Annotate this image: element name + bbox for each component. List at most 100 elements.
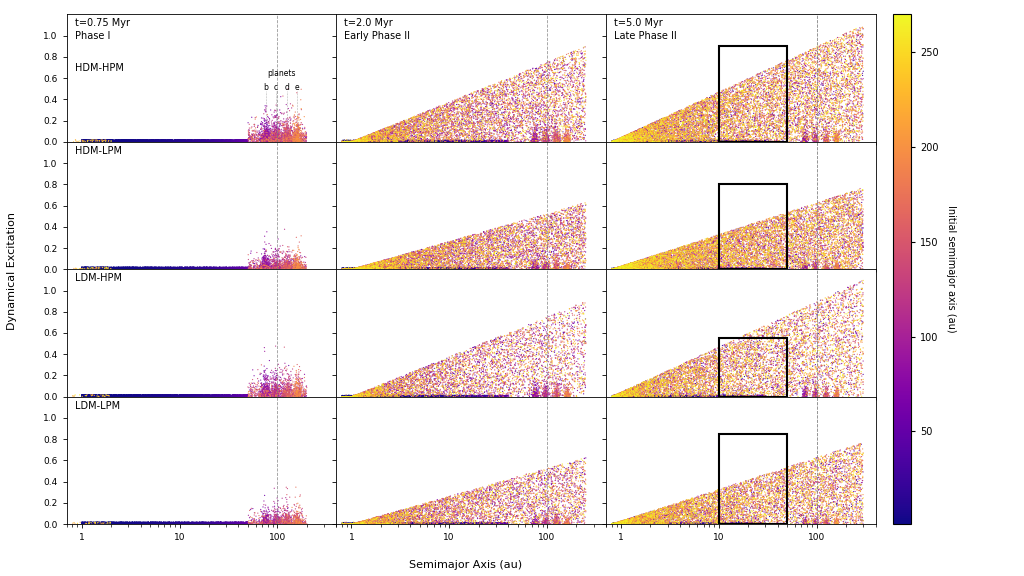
Point	[358, 391, 375, 400]
Point	[489, 391, 506, 400]
Point	[825, 124, 842, 134]
Point	[139, 264, 156, 273]
Point	[373, 382, 389, 391]
Point	[688, 392, 705, 401]
Point	[510, 373, 526, 382]
Point	[501, 94, 517, 104]
Point	[740, 231, 757, 240]
Point	[646, 373, 663, 382]
Point	[257, 126, 273, 135]
Point	[677, 242, 693, 252]
Point	[713, 122, 729, 131]
Point	[78, 263, 94, 272]
Point	[172, 391, 188, 400]
Point	[790, 513, 806, 522]
Point	[548, 135, 564, 145]
Point	[82, 263, 98, 272]
Point	[547, 501, 563, 510]
Point	[610, 518, 627, 528]
Point	[615, 132, 632, 142]
Point	[466, 495, 482, 504]
Point	[785, 108, 802, 118]
Point	[164, 136, 180, 145]
Point	[508, 484, 524, 494]
Point	[264, 516, 281, 525]
Point	[548, 112, 564, 121]
Point	[779, 227, 796, 236]
Point	[829, 199, 846, 208]
Point	[653, 264, 670, 273]
Point	[653, 119, 670, 128]
Point	[456, 511, 472, 521]
Point	[713, 134, 729, 143]
Point	[188, 391, 205, 400]
Point	[152, 518, 168, 527]
Point	[538, 389, 554, 399]
Point	[267, 510, 284, 519]
Point	[342, 392, 358, 401]
Point	[217, 136, 233, 145]
Point	[282, 391, 298, 400]
Point	[514, 216, 530, 225]
Point	[755, 263, 771, 272]
Point	[183, 136, 200, 145]
Point	[829, 67, 846, 76]
Point	[170, 520, 186, 529]
Point	[797, 255, 813, 264]
Point	[394, 388, 411, 397]
Point	[798, 382, 814, 392]
Point	[225, 391, 242, 400]
Point	[550, 501, 566, 510]
Point	[360, 515, 377, 524]
Point	[294, 518, 310, 527]
Point	[685, 357, 701, 366]
Point	[259, 386, 275, 396]
Point	[190, 136, 207, 145]
Point	[645, 137, 662, 146]
Point	[764, 219, 780, 229]
Point	[726, 504, 742, 513]
Point	[508, 118, 524, 127]
Point	[495, 94, 511, 103]
Point	[257, 248, 273, 257]
Point	[464, 112, 480, 122]
Point	[265, 253, 282, 263]
Point	[796, 136, 812, 145]
Point	[255, 137, 271, 146]
Point	[348, 392, 365, 401]
Point	[419, 114, 435, 123]
Point	[738, 249, 755, 259]
Point	[419, 384, 435, 393]
Point	[750, 120, 766, 130]
Point	[727, 236, 743, 245]
Point	[766, 377, 782, 386]
Point	[281, 385, 297, 394]
Point	[379, 126, 395, 135]
Point	[288, 370, 304, 379]
Point	[564, 492, 581, 501]
Point	[829, 137, 846, 146]
Point	[757, 95, 773, 104]
Point	[479, 232, 496, 241]
Point	[783, 322, 800, 331]
Point	[495, 124, 511, 133]
Point	[424, 511, 440, 521]
Point	[357, 137, 374, 146]
Point	[771, 85, 787, 94]
Point	[115, 390, 131, 399]
Point	[267, 125, 284, 134]
Point	[801, 509, 817, 518]
Point	[680, 259, 696, 268]
Point	[718, 246, 734, 255]
Point	[347, 264, 364, 274]
Point	[820, 59, 837, 69]
Point	[184, 519, 201, 528]
Point	[634, 511, 650, 521]
Point	[696, 112, 713, 122]
Point	[455, 235, 471, 244]
Point	[615, 392, 632, 401]
Point	[378, 517, 394, 526]
Point	[829, 264, 846, 274]
Point	[152, 263, 168, 272]
Point	[681, 101, 697, 111]
